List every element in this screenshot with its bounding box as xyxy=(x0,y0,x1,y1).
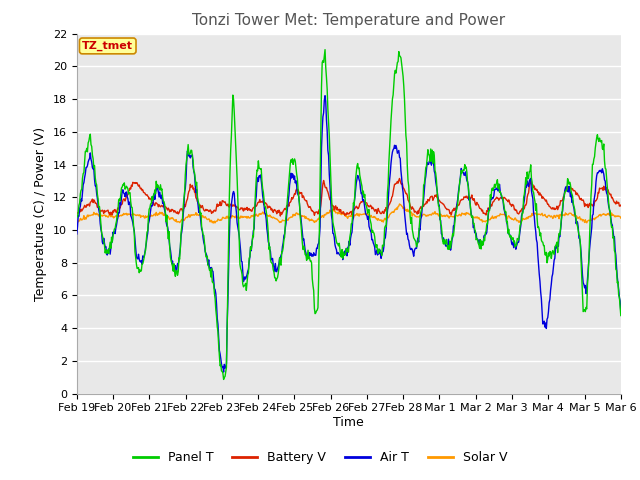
Battery V xyxy=(264,205,271,211)
X-axis label: Time: Time xyxy=(333,416,364,429)
Battery V xyxy=(285,204,292,209)
Air T xyxy=(137,259,145,265)
Panel T xyxy=(237,268,245,274)
Text: TZ_tmet: TZ_tmet xyxy=(82,41,133,51)
Solar V xyxy=(436,212,444,217)
Battery V xyxy=(137,186,145,192)
Solar V xyxy=(406,209,413,215)
Panel T xyxy=(617,312,625,318)
Panel T xyxy=(264,231,272,237)
Air T xyxy=(285,192,292,198)
Panel T xyxy=(285,179,292,185)
Y-axis label: Temperature (C) / Power (V): Temperature (C) / Power (V) xyxy=(35,127,47,300)
Solar V xyxy=(137,215,145,220)
Air T xyxy=(73,231,81,237)
Panel T xyxy=(137,268,145,274)
Air T xyxy=(437,217,445,223)
Solar V xyxy=(284,217,292,223)
Air T xyxy=(321,93,329,98)
Solar V xyxy=(73,220,81,226)
Title: Tonzi Tower Met: Temperature and Power: Tonzi Tower Met: Temperature and Power xyxy=(192,13,506,28)
Air T xyxy=(617,309,625,315)
Line: Panel T: Panel T xyxy=(77,49,621,379)
Air T xyxy=(406,246,414,252)
Line: Solar V: Solar V xyxy=(77,204,621,223)
Battery V xyxy=(276,213,284,219)
Battery V xyxy=(617,202,625,208)
Line: Air T: Air T xyxy=(77,96,621,372)
Air T xyxy=(237,258,245,264)
Line: Battery V: Battery V xyxy=(77,179,621,216)
Panel T xyxy=(220,376,227,382)
Solar V xyxy=(264,213,271,219)
Air T xyxy=(264,239,272,245)
Solar V xyxy=(617,215,625,221)
Battery V xyxy=(73,210,81,216)
Battery V xyxy=(437,199,445,205)
Battery V xyxy=(396,176,403,181)
Panel T xyxy=(321,47,329,52)
Legend: Panel T, Battery V, Air T, Solar V: Panel T, Battery V, Air T, Solar V xyxy=(128,446,512,469)
Air T xyxy=(220,369,227,375)
Battery V xyxy=(406,203,414,208)
Panel T xyxy=(73,213,81,218)
Panel T xyxy=(437,221,445,227)
Solar V xyxy=(237,213,244,219)
Battery V xyxy=(237,205,244,211)
Solar V xyxy=(396,201,403,207)
Panel T xyxy=(406,214,414,219)
